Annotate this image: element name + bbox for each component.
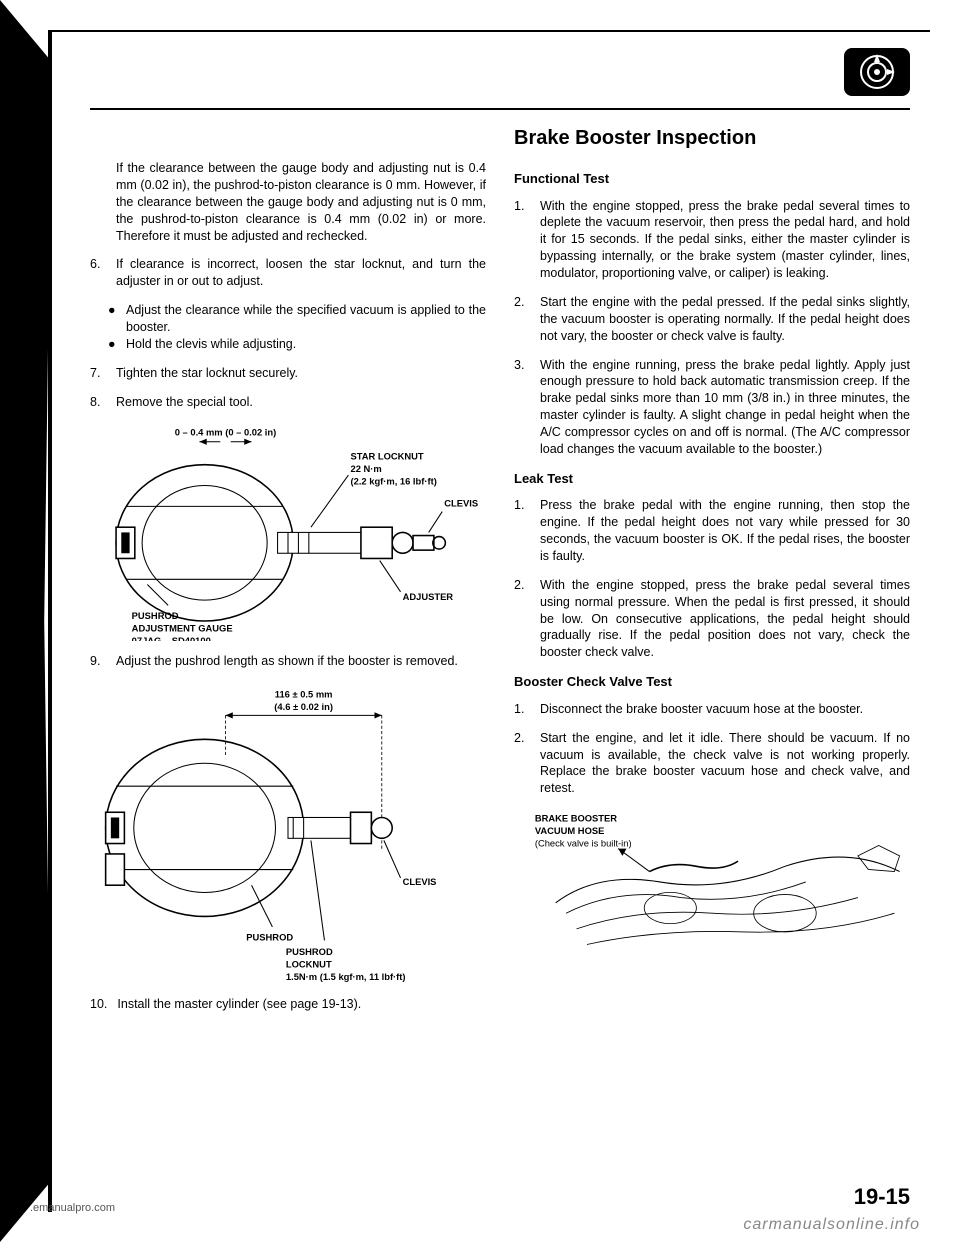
step-number: 1.	[514, 701, 530, 718]
divider-line	[90, 108, 910, 110]
bullet-marker: ●	[108, 336, 118, 353]
label-brake-booster: BRAKE BOOSTER	[535, 814, 617, 824]
label-adjuster: ADJUSTER	[403, 592, 454, 602]
bcv-step-1: 1. Disconnect the brake booster vacuum h…	[514, 701, 910, 718]
label-vacuum-hose: VACUUM HOSE	[535, 826, 605, 836]
step-number: 6.	[90, 256, 106, 290]
left-column: If the clearance between the gauge body …	[90, 125, 486, 1182]
right-column: Brake Booster Inspection Functional Test…	[514, 125, 910, 1182]
label-locknut: PUSHROD	[286, 947, 333, 957]
bcv-test-title: Booster Check Valve Test	[514, 673, 910, 691]
leak-step-1: 1. Press the brake pedal with the engine…	[514, 497, 910, 565]
label-gauge: ADJUSTMENT GAUGE	[132, 623, 233, 633]
intro-paragraph: If the clearance between the gauge body …	[116, 160, 486, 244]
step-text: With the engine stopped, press the brake…	[540, 577, 910, 661]
bullet-text: Adjust the clearance while the specified…	[126, 302, 486, 336]
step-text: Start the engine with the pedal pressed.…	[540, 294, 910, 345]
step-8: 8. Remove the special tool.	[90, 394, 486, 411]
label-pushrod: PUSHROD	[132, 610, 179, 620]
step-7: 7. Tighten the star locknut securely.	[90, 365, 486, 382]
label-part: 07JAG – SD40100	[132, 635, 211, 641]
page-number: 19-15	[854, 1184, 910, 1210]
dim-label: 116 ± 0.5 mm	[275, 690, 333, 700]
functional-step-3: 3. With the engine running, press the br…	[514, 357, 910, 458]
label-locknut2: LOCKNUT	[286, 960, 332, 970]
step-text: With the engine running, press the brake…	[540, 357, 910, 458]
step-number: 2.	[514, 577, 530, 661]
label-check-valve: (Check valve is built-in)	[535, 839, 632, 849]
step-number: 10.	[90, 996, 107, 1013]
diagram-vacuum-hose: BRAKE BOOSTER VACUUM HOSE (Check valve i…	[514, 809, 910, 965]
step-number: 2.	[514, 294, 530, 345]
functional-step-1: 1. With the engine stopped, press the br…	[514, 198, 910, 282]
step-text: Install the master cylinder (see page 19…	[117, 996, 486, 1013]
step-number: 7.	[90, 365, 106, 382]
step-text: Tighten the star locknut securely.	[116, 365, 486, 382]
step-text: Disconnect the brake booster vacuum hose…	[540, 701, 910, 718]
label-clevis: CLEVIS	[444, 498, 478, 508]
step-number: 1.	[514, 198, 530, 282]
step-text: Press the brake pedal with the engine ru…	[540, 497, 910, 565]
section-title: Brake Booster Inspection	[514, 125, 910, 152]
functional-test-title: Functional Test	[514, 170, 910, 188]
bullet-item: ● Hold the clevis while adjusting.	[108, 336, 486, 353]
step-number: 9.	[90, 653, 106, 670]
step-number: 1.	[514, 497, 530, 565]
leak-step-2: 2. With the engine stopped, press the br…	[514, 577, 910, 661]
step-text: If clearance is incorrect, loosen the st…	[116, 256, 486, 290]
label-torque: 22 N·m	[351, 463, 382, 473]
step-6: 6. If clearance is incorrect, loosen the…	[90, 256, 486, 290]
step-number: 8.	[90, 394, 106, 411]
bcv-step-2: 2. Start the engine, and let it idle. Th…	[514, 730, 910, 798]
label-pushrod: PUSHROD	[246, 933, 293, 943]
target-icon	[857, 52, 897, 92]
label-star-locknut: STAR LOCKNUT	[351, 451, 424, 461]
step-text: Adjust the pushrod length as shown if th…	[116, 653, 486, 670]
step-text: Start the engine, and let it idle. There…	[540, 730, 910, 798]
functional-step-2: 2. Start the engine with the pedal press…	[514, 294, 910, 345]
watermark-site: carmanualsonline.info	[743, 1216, 920, 1234]
step-text: With the engine stopped, press the brake…	[540, 198, 910, 282]
label-torque: 1.5N·m (1.5 kgf·m, 11 lbf·ft)	[286, 972, 406, 982]
diagram-pushrod-gauge: 0 – 0.4 mm (0 – 0.02 in)	[90, 423, 486, 642]
bullet-item: ● Adjust the clearance while the specifi…	[108, 302, 486, 336]
bullet-marker: ●	[108, 302, 118, 336]
step-text: Remove the special tool.	[116, 394, 486, 411]
watermark-source: .emanualpro.com	[30, 1202, 115, 1214]
label-torque-b: (2.2 kgf·m, 16 lbf·ft)	[351, 476, 437, 486]
leak-test-title: Leak Test	[514, 470, 910, 488]
step-10: 10. Install the master cylinder (see pag…	[90, 996, 486, 1013]
dim-label: 0 – 0.4 mm (0 – 0.02 in)	[175, 427, 276, 437]
bullet-list: ● Adjust the clearance while the specifi…	[108, 302, 486, 353]
label-clevis: CLEVIS	[403, 877, 437, 887]
step-number: 2.	[514, 730, 530, 798]
binder-shadow	[0, 0, 52, 1242]
step-9: 9. Adjust the pushrod length as shown if…	[90, 653, 486, 670]
step-number: 3.	[514, 357, 530, 458]
dim-label-b: (4.6 ± 0.02 in)	[274, 702, 333, 712]
diagram-pushrod-length: 116 ± 0.5 mm (4.6 ± 0.02 in)	[90, 682, 486, 984]
bullet-text: Hold the clevis while adjusting.	[126, 336, 486, 353]
content-area: If the clearance between the gauge body …	[90, 125, 910, 1182]
header-icon-box	[844, 48, 910, 96]
